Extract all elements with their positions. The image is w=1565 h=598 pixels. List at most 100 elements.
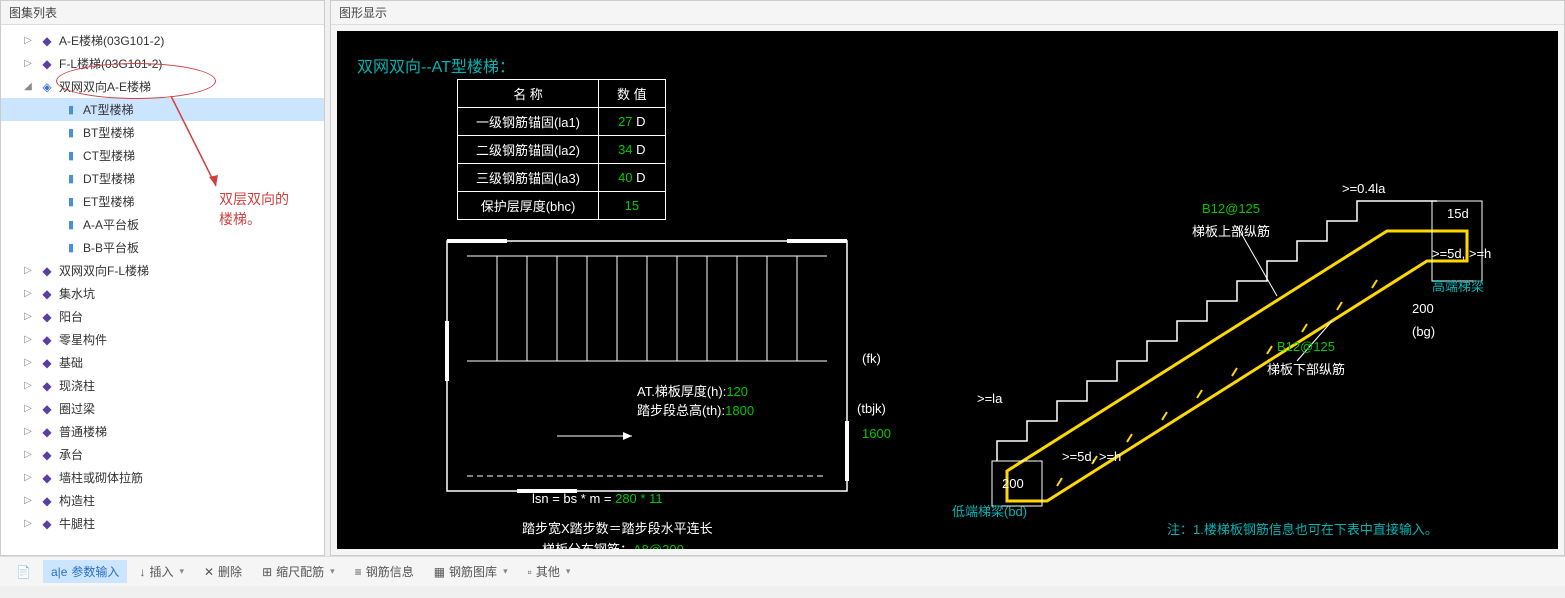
book-icon: ◆ [39,333,55,347]
page-icon: ▮ [63,241,79,255]
toolbar-button[interactable]: ▫其他▾ [520,560,579,583]
book-icon: ◆ [39,517,55,531]
tree-label: 现浇柱 [59,377,95,394]
book-icon: ◆ [39,402,55,416]
tree-item[interactable]: ▷ ◆ 双网双向F-L楼梯 [1,259,324,282]
tree-item[interactable]: ▷ ◆ F-L楼梯(03G101-2) [1,52,324,75]
tree-toggle-icon[interactable]: ▷ [21,35,35,46]
drawing-canvas[interactable]: 双网双向--AT型楼梯： 名 称数 值 一级钢筋锚固(la1)27 D 二级钢筋… [337,31,1558,549]
tree-label: AT型楼梯 [83,101,133,118]
page-icon: ▮ [63,195,79,209]
tree-toggle-icon[interactable]: ▷ [21,472,35,483]
footer-note: 注：1.楼梯板钢筋信息也可在下表中直接输入。 [1167,519,1438,538]
tree-label: 普通楼梯 [59,423,107,440]
tree-label: 墙柱或砌体拉筋 [59,469,143,486]
toolbar-button[interactable]: ▦钢筋图库▾ [426,560,516,583]
tree-item[interactable]: ▮ ET型楼梯 [1,190,324,213]
toolbar-button[interactable]: ✕删除 [196,560,250,583]
tree-toggle-icon[interactable]: ◢ [21,81,35,92]
tree-item[interactable]: ▷ ◆ 墙柱或砌体拉筋 [1,466,324,489]
tree-toggle-icon[interactable]: ▷ [21,518,35,529]
page-icon: ▮ [63,218,79,232]
toolbar-icon: ✕ [204,565,214,579]
tree-label: A-A平台板 [83,216,139,233]
book-icon: ◆ [39,471,55,485]
book-icon: ◆ [39,448,55,462]
tree-toggle-icon[interactable]: ▷ [21,380,35,391]
tree-item[interactable]: ▷◆阳台 [1,305,324,328]
tree-item[interactable]: ▷ ◆ 普通楼梯 [1,420,324,443]
tree-item[interactable]: ▷ ◆ 现浇柱 [1,374,324,397]
page-icon: ▮ [63,126,79,140]
tree-label: B-B平台板 [83,239,139,256]
toolbar-button[interactable]: a|e参数输入 [43,560,127,583]
tree-item[interactable]: ▮ DT型楼梯 [1,167,324,190]
tree-toggle-icon[interactable]: ▷ [21,449,35,460]
tree-item[interactable]: ▷ ◆ 基础 [1,351,324,374]
canvas-title: 图形显示 [331,1,1564,25]
tree-toggle-icon[interactable]: ▷ [21,311,35,322]
tree-label: ET型楼梯 [83,193,134,210]
tree-item[interactable]: ▮ B-B平台板 [1,236,324,259]
book-icon: ◆ [39,34,55,48]
tree-item[interactable]: ▷◆零星构件 [1,328,324,351]
tree-item[interactable]: ▮ BT型楼梯 [1,121,324,144]
tree-toggle-icon[interactable]: ▷ [21,495,35,506]
tree-label: 双网双向A-E楼梯 [59,78,151,95]
page-icon: ▮ [63,172,79,186]
tree-item[interactable]: ▮ A-A平台板 [1,213,324,236]
caret-icon: ▾ [566,566,571,577]
page-icon: ▮ [63,103,79,117]
toolbar-icon: ▦ [434,565,445,579]
tree-item[interactable]: ▷ ◆ 牛腿柱 [1,512,324,535]
tree-label: DT型楼梯 [83,170,135,187]
toolbar-icon: 📄 [16,565,31,579]
tree-label: BT型楼梯 [83,124,134,141]
tree-panel: 图集列表 ▷ ◆ A-E楼梯(03G101-2) ▷ ◆ F-L楼梯(03G101-2) ◢… [0,0,325,556]
tree-label: 构造柱 [59,492,95,509]
tree-toggle-icon[interactable]: ▷ [21,426,35,437]
drawing-title: 双网双向--AT型楼梯： [357,53,515,77]
tree-label: A-E楼梯(03G101-2) [59,32,164,49]
toolbar-button[interactable]: ⊞缩尺配筋▾ [254,560,343,583]
tree-item[interactable]: ▷◆圈过梁 [1,397,324,420]
tree-label: 集水坑 [59,285,95,302]
tree-label: 双网双向F-L楼梯 [59,262,149,279]
toolbar-button[interactable]: ≡钢筋信息 [347,560,422,583]
toolbar-icon: ▫ [528,565,532,579]
tree-label: 承台 [59,446,83,463]
book-icon: ◆ [39,57,55,71]
toolbar-icon: ≡ [355,565,362,579]
tree-toggle-icon[interactable]: ▷ [21,403,35,414]
toolbar-button[interactable]: 📄 [8,562,39,582]
tree-toggle-icon[interactable]: ▷ [21,58,35,69]
book-icon: ◆ [39,379,55,393]
book-icon: ◆ [39,425,55,439]
caret-icon: ▾ [330,566,335,577]
tree-item[interactable]: ▷ ◆ A-E楼梯(03G101-2) [1,29,324,52]
tree-label: F-L楼梯(03G101-2) [59,55,162,72]
canvas-panel: 图形显示 (X: 13 Y: 786) 计算保存 双网双向--AT型楼梯： 名 … [330,0,1565,556]
toolbar-button[interactable]: ↓插入▾ [131,560,192,583]
tree-toggle-icon[interactable]: ▷ [21,357,35,368]
tree-title: 图集列表 [1,1,324,25]
tree-label: CT型楼梯 [83,147,135,164]
tree-label: 牛腿柱 [59,515,95,532]
book-open-icon: ◈ [39,80,55,94]
tree-item[interactable]: ▮ AT型楼梯 [1,98,324,121]
book-icon: ◆ [39,287,55,301]
toolbar-icon: ↓ [139,565,145,579]
tree-item[interactable]: ▷ ◆ 构造柱 [1,489,324,512]
tree-toggle-icon[interactable]: ▷ [21,265,35,276]
tree-item[interactable]: ▷ ◆ 承台 [1,443,324,466]
tree-item[interactable]: ▷ ◆ 集水坑 [1,282,324,305]
tree-item[interactable]: ▮CT型楼梯 [1,144,324,167]
book-icon: ◆ [39,494,55,508]
toolbar-icon: a|e [51,565,67,579]
tree-label: 基础 [59,354,83,371]
book-icon: ◆ [39,264,55,278]
tree-toggle-icon[interactable]: ▷ [21,288,35,299]
tree-toggle-icon[interactable]: ▷ [21,334,35,345]
book-icon: ◆ [39,356,55,370]
tree-item[interactable]: ◢ ◈ 双网双向A-E楼梯 [1,75,324,98]
